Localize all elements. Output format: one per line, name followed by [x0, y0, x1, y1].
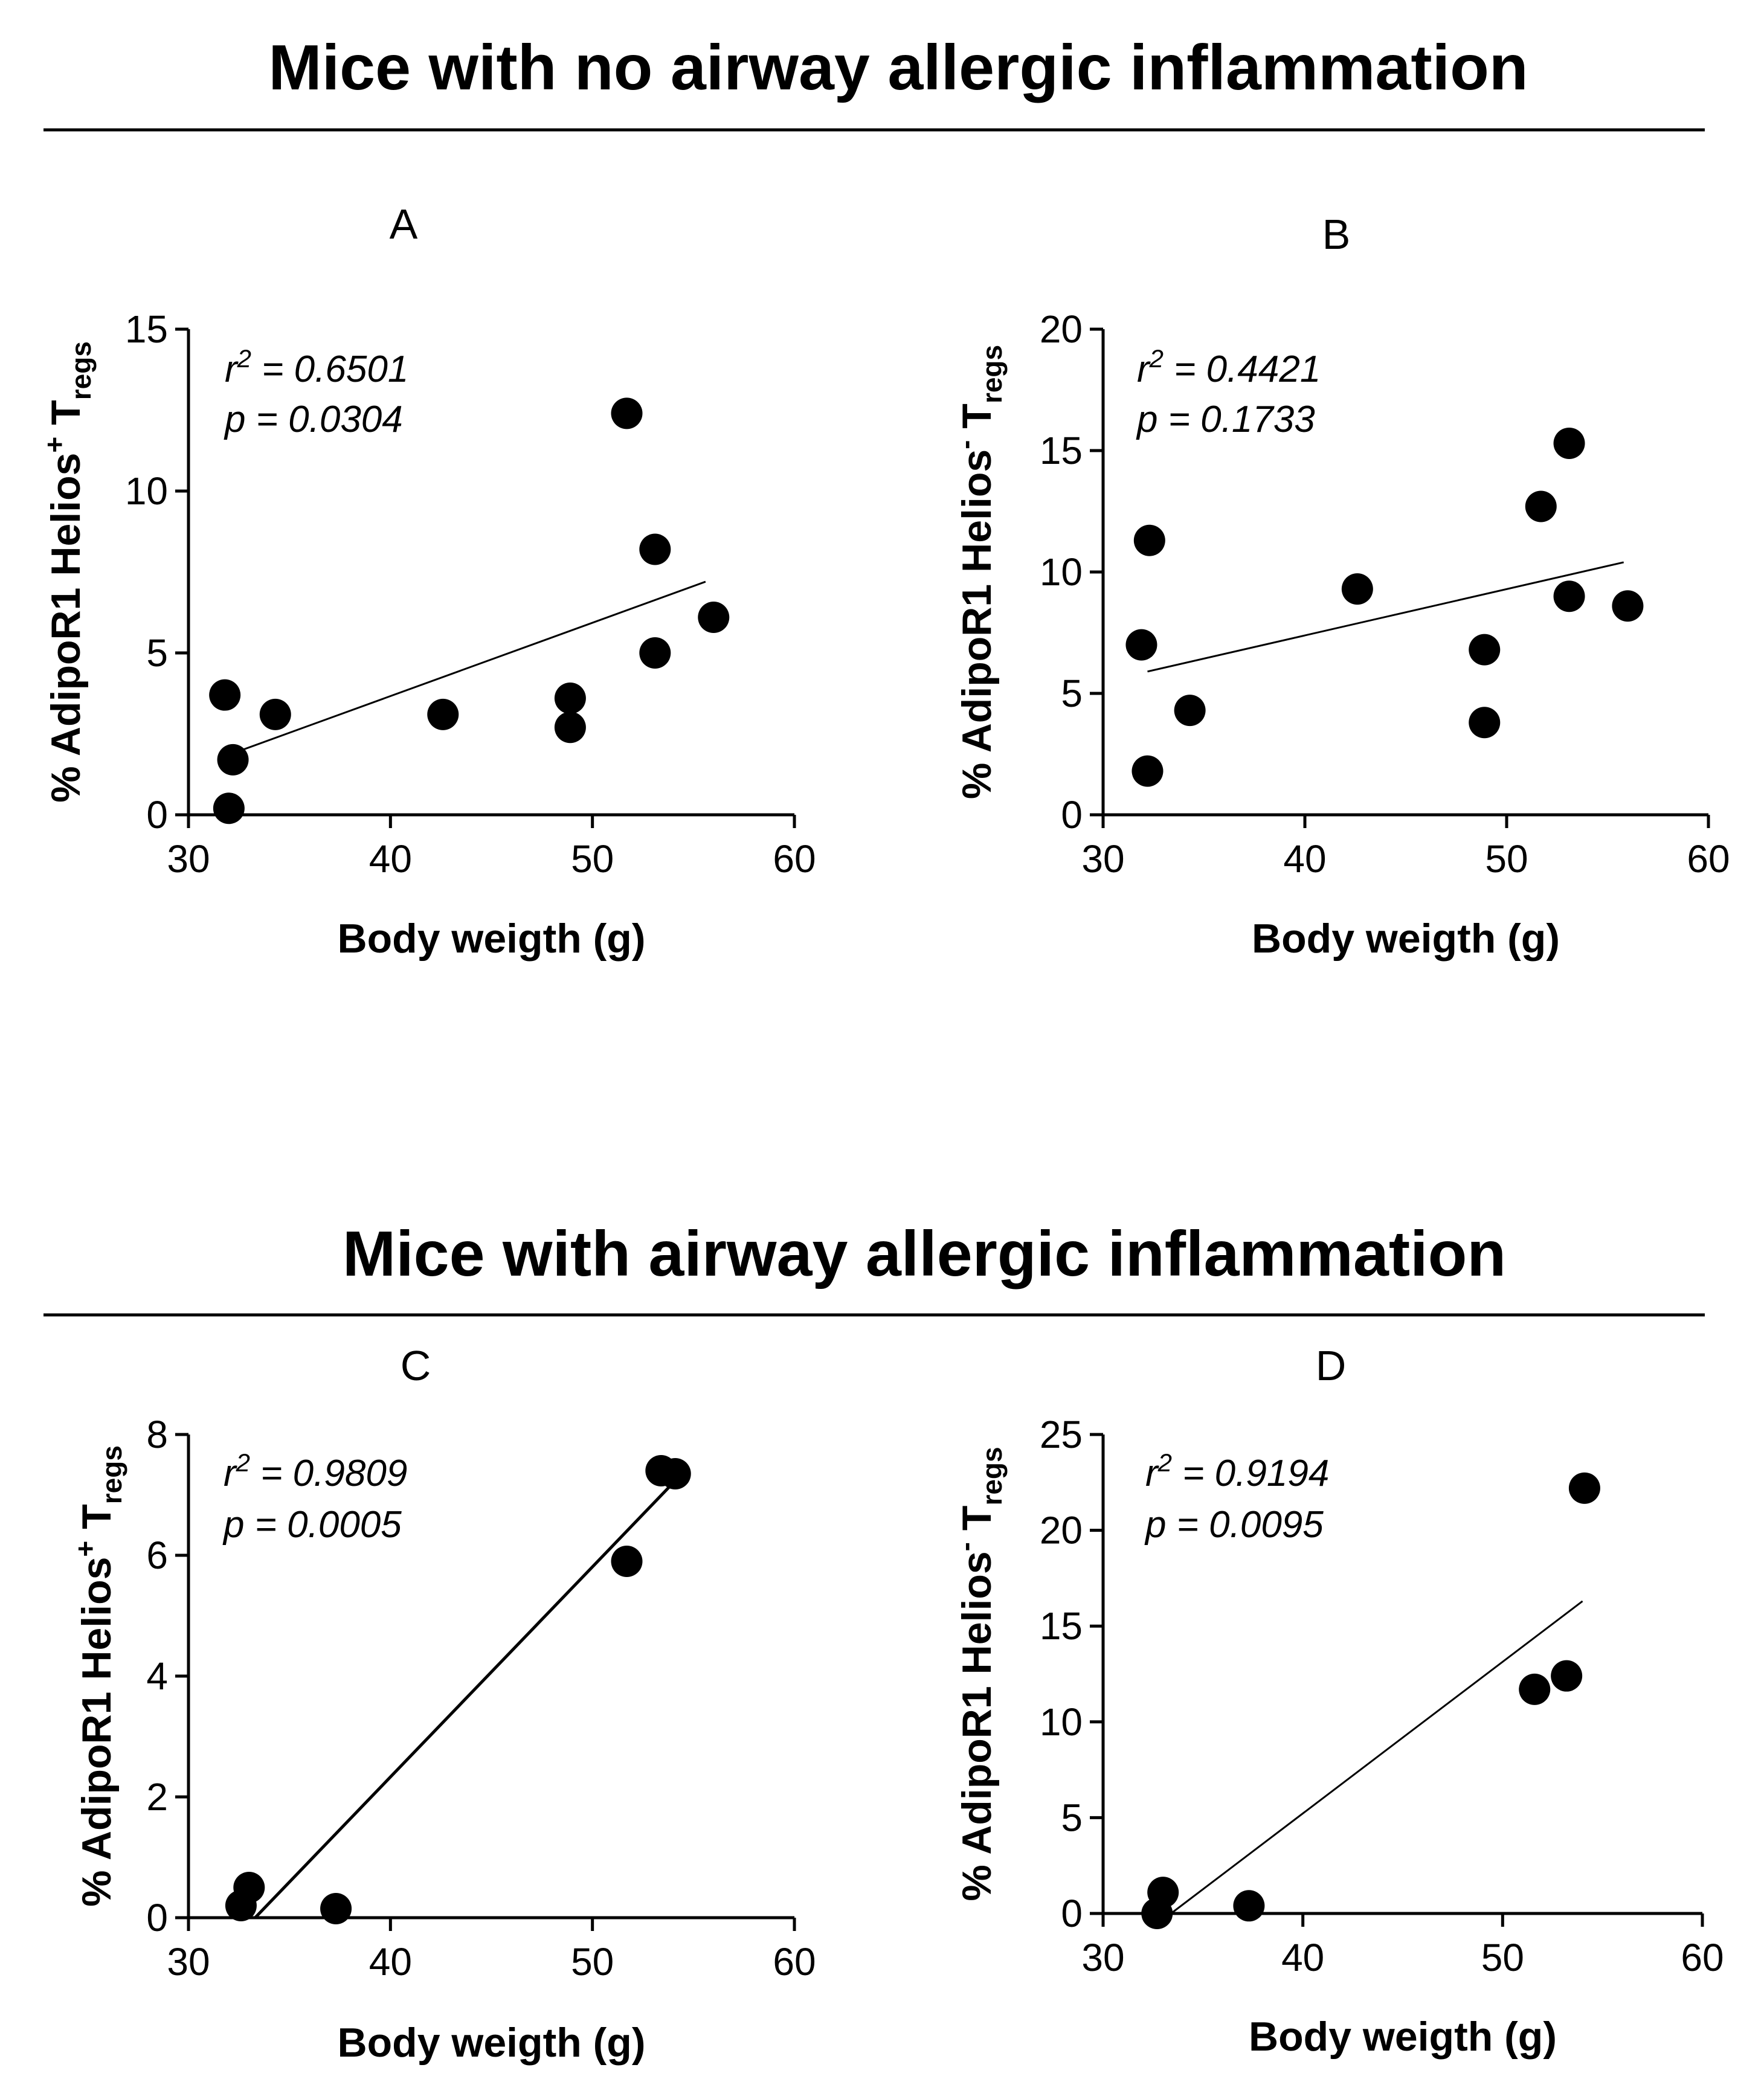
y-tick-label: 5: [146, 631, 168, 675]
panel-a: A 30 40 50 60 0 5 10 15 Body weigth (g) % AdipoR1 …: [39, 201, 816, 962]
panel-letter-c: C: [401, 1342, 431, 1389]
r-squared-label: r2 = 0.9194: [1145, 1448, 1329, 1494]
x-tick-label: 50: [571, 1940, 614, 1984]
data-point: [554, 712, 586, 744]
data-point: [1341, 573, 1373, 605]
data-point: [1553, 580, 1585, 612]
data-point: [217, 744, 249, 776]
data-point: [554, 683, 586, 715]
data-point: [639, 637, 671, 669]
regression-line: [1147, 561, 1624, 673]
panel-d: D 30 40 50 60 0 5 10 15 20 25 Body weigth (g) % Adip…: [950, 1342, 1724, 2060]
x-tick-label: 60: [1687, 837, 1730, 881]
x-tick-label: 60: [773, 837, 816, 881]
data-point: [659, 1458, 691, 1489]
x-tick-label: 50: [571, 837, 614, 881]
data-point: [1568, 1472, 1600, 1504]
p-value-label: p = 0.0304: [224, 399, 403, 440]
p-value-label: p = 0.0095: [1144, 1504, 1324, 1546]
y-tick-label: 2: [146, 1775, 168, 1819]
panel-letter-a: A: [390, 201, 418, 248]
x-tick-label: 30: [1081, 837, 1124, 881]
y-tick-label: 0: [146, 1896, 168, 1939]
data-point: [1519, 1673, 1551, 1705]
x-axis-label: Body weigth (g): [338, 916, 646, 962]
x-axis-label: Body weigth (g): [1252, 916, 1560, 962]
y-tick-label: 20: [1040, 1509, 1083, 1552]
data-point: [611, 397, 643, 429]
y-tick-label: 10: [125, 469, 168, 513]
y-tick-label: 25: [1040, 1413, 1083, 1456]
data-point: [639, 533, 671, 565]
x-tick-label: 40: [369, 837, 412, 881]
x-tick-label: 60: [773, 1940, 816, 1984]
data-point: [1147, 1877, 1179, 1909]
y-axis-label: % AdipoR1 Helios+ Tregs: [39, 341, 97, 803]
x-tick-label: 50: [1481, 1936, 1524, 1979]
p-value-label: p = 0.0005: [222, 1504, 402, 1546]
y-axis-label: % AdipoR1 Helios- Tregs: [950, 1447, 1008, 1901]
panel-b: B 30 40 50 60 0 5 10 15 20 Body weigth (g) % AdipoR…: [950, 211, 1730, 962]
data-point: [1553, 427, 1585, 459]
data-point: [1125, 629, 1157, 661]
data-point: [1469, 707, 1501, 739]
x-tick-label: 50: [1485, 837, 1528, 881]
y-axis-label: % AdipoR1 Helios- Tregs: [950, 345, 1008, 799]
x-tick-label: 30: [167, 1940, 210, 1984]
data-point: [259, 698, 291, 730]
x-axis-label: Body weigth (g): [338, 2020, 646, 2066]
x-tick-label: 60: [1681, 1936, 1724, 1979]
x-tick-label: 40: [1281, 1936, 1324, 1979]
data-point: [1133, 524, 1165, 556]
section-title-1: Mice with no airway allergic inflammatio…: [268, 32, 1528, 103]
data-point: [427, 698, 459, 730]
y-tick-label: 0: [146, 793, 168, 837]
y-axis-label: % AdipoR1 Helios+ Tregs: [69, 1445, 127, 1907]
y-tick-label: 15: [1040, 429, 1083, 472]
y-tick-label: 0: [1061, 1892, 1083, 1935]
panel-letter-d: D: [1316, 1342, 1347, 1389]
y-tick-label: 5: [1061, 672, 1083, 715]
x-axis-label: Body weigth (g): [1249, 2014, 1557, 2060]
y-tick-label: 20: [1040, 307, 1083, 351]
regression-line: [1170, 1600, 1583, 1915]
data-point: [611, 1546, 643, 1577]
data-point: [213, 792, 245, 824]
y-tick-label: 5: [1061, 1796, 1083, 1839]
y-tick-label: 15: [1040, 1604, 1083, 1648]
regression-line: [254, 1482, 675, 1919]
x-tick-label: 30: [1081, 1936, 1124, 1979]
y-tick-label: 0: [1061, 793, 1083, 837]
data-point: [1612, 590, 1644, 622]
section-title-2: Mice with airway allergic inflammation: [343, 1218, 1506, 1290]
y-tick-label: 10: [1040, 1700, 1083, 1744]
data-point: [698, 602, 730, 634]
x-tick-label: 40: [1283, 837, 1326, 881]
data-point: [209, 679, 241, 711]
regression-line: [233, 580, 706, 754]
data-point: [1469, 634, 1501, 666]
y-tick-label: 4: [146, 1654, 168, 1698]
data-point: [1551, 1660, 1583, 1692]
x-tick-label: 40: [369, 1940, 412, 1984]
y-tick-label: 8: [146, 1413, 168, 1456]
y-tick-label: 10: [1040, 550, 1083, 594]
p-value-label: p = 0.1733: [1136, 399, 1315, 440]
r-squared-label: r2 = 0.6501: [225, 344, 408, 390]
panel-letter-b: B: [1322, 211, 1351, 258]
y-tick-label: 6: [146, 1534, 168, 1577]
r-squared-label: r2 = 0.9809: [224, 1448, 407, 1494]
data-point: [233, 1872, 265, 1903]
data-point: [320, 1893, 352, 1924]
panel-c: C 30 40 50 60 0 2 4 6 8 Body weigth (g) % AdipoR1 H…: [69, 1342, 816, 2066]
data-point: [1174, 695, 1206, 727]
data-point: [1131, 755, 1164, 787]
data-point: [1525, 490, 1557, 522]
r-squared-label: r2 = 0.4421: [1137, 344, 1321, 390]
y-tick-label: 15: [125, 307, 168, 351]
data-point: [1233, 1890, 1265, 1922]
x-tick-label: 30: [167, 837, 210, 881]
